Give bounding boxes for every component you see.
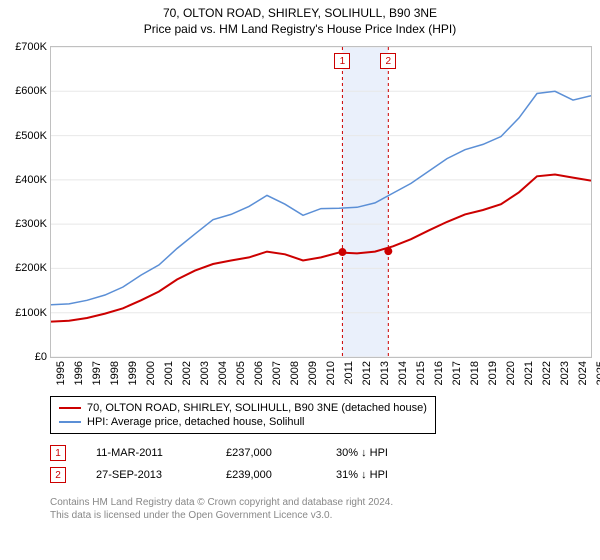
- plot-area: £0£100K£200K£300K£400K£500K£600K£700K199…: [50, 46, 592, 358]
- x-tick-label: 2017: [451, 361, 463, 385]
- x-tick-label: 2004: [217, 361, 229, 385]
- x-tick-label: 2016: [433, 361, 445, 385]
- row-marker: 2: [50, 467, 66, 483]
- row-date: 11-MAR-2011: [96, 447, 196, 459]
- x-tick-label: 2010: [325, 361, 337, 385]
- row-price: £239,000: [226, 469, 306, 481]
- row-marker: 1: [50, 445, 66, 461]
- x-tick-label: 2013: [379, 361, 391, 385]
- y-tick-label: £0: [35, 351, 47, 363]
- x-tick-label: 2000: [145, 361, 157, 385]
- x-tick-label: 2015: [415, 361, 427, 385]
- credits: Contains HM Land Registry data © Crown c…: [50, 496, 393, 522]
- chart-title: 70, OLTON ROAD, SHIRLEY, SOLIHULL, B90 3…: [0, 0, 600, 20]
- x-tick-label: 2007: [271, 361, 283, 385]
- transactions-table: 1 11-MAR-2011 £237,000 30% ↓ HPI 2 27-SEP-201…: [50, 442, 388, 486]
- x-tick-label: 1995: [55, 361, 67, 385]
- x-tick-label: 2006: [253, 361, 265, 385]
- y-tick-label: £500K: [15, 130, 47, 142]
- x-tick-label: 2025: [595, 361, 600, 385]
- x-tick-label: 2021: [523, 361, 535, 385]
- series-price_paid: [51, 175, 591, 322]
- credits-line1: Contains HM Land Registry data © Crown c…: [50, 496, 393, 509]
- legend-label: HPI: Average price, detached house, Soli…: [87, 416, 305, 428]
- x-tick-label: 2011: [343, 361, 355, 385]
- table-row: 1 11-MAR-2011 £237,000 30% ↓ HPI: [50, 442, 388, 464]
- row-date: 27-SEP-2013: [96, 469, 196, 481]
- vline-marker: 1: [334, 53, 350, 69]
- y-tick-label: £100K: [15, 307, 47, 319]
- x-tick-label: 2012: [361, 361, 373, 385]
- y-tick-label: £300K: [15, 218, 47, 230]
- chart-subtitle: Price paid vs. HM Land Registry's House …: [0, 20, 600, 40]
- legend-swatch: [59, 421, 81, 423]
- x-tick-label: 1996: [73, 361, 85, 385]
- x-tick-label: 2001: [163, 361, 175, 385]
- chart-container: 70, OLTON ROAD, SHIRLEY, SOLIHULL, B90 3…: [0, 0, 600, 560]
- x-tick-label: 2022: [541, 361, 553, 385]
- x-tick-label: 2018: [469, 361, 481, 385]
- row-delta: 31% ↓ HPI: [336, 469, 388, 481]
- legend-swatch: [59, 407, 81, 409]
- legend-item: 70, OLTON ROAD, SHIRLEY, SOLIHULL, B90 3…: [59, 401, 427, 415]
- row-price: £237,000: [226, 447, 306, 459]
- row-delta: 30% ↓ HPI: [336, 447, 388, 459]
- x-tick-label: 2024: [577, 361, 589, 385]
- y-tick-label: £400K: [15, 174, 47, 186]
- table-row: 2 27-SEP-2013 £239,000 31% ↓ HPI: [50, 464, 388, 486]
- x-tick-label: 1999: [127, 361, 139, 385]
- legend-item: HPI: Average price, detached house, Soli…: [59, 415, 427, 429]
- y-tick-label: £600K: [15, 85, 47, 97]
- x-tick-label: 2003: [199, 361, 211, 385]
- x-tick-label: 1998: [109, 361, 121, 385]
- x-tick-label: 2005: [235, 361, 247, 385]
- x-tick-label: 2014: [397, 361, 409, 385]
- x-tick-label: 2002: [181, 361, 193, 385]
- legend-label: 70, OLTON ROAD, SHIRLEY, SOLIHULL, B90 3…: [87, 402, 427, 414]
- y-tick-label: £700K: [15, 41, 47, 53]
- x-tick-label: 2023: [559, 361, 571, 385]
- vline-marker: 2: [380, 53, 396, 69]
- y-tick-label: £200K: [15, 262, 47, 274]
- x-tick-label: 1997: [91, 361, 103, 385]
- x-tick-label: 2008: [289, 361, 301, 385]
- credits-line2: This data is licensed under the Open Gov…: [50, 509, 393, 522]
- x-tick-label: 2019: [487, 361, 499, 385]
- x-tick-label: 2009: [307, 361, 319, 385]
- x-tick-label: 2020: [505, 361, 517, 385]
- legend: 70, OLTON ROAD, SHIRLEY, SOLIHULL, B90 3…: [50, 396, 436, 434]
